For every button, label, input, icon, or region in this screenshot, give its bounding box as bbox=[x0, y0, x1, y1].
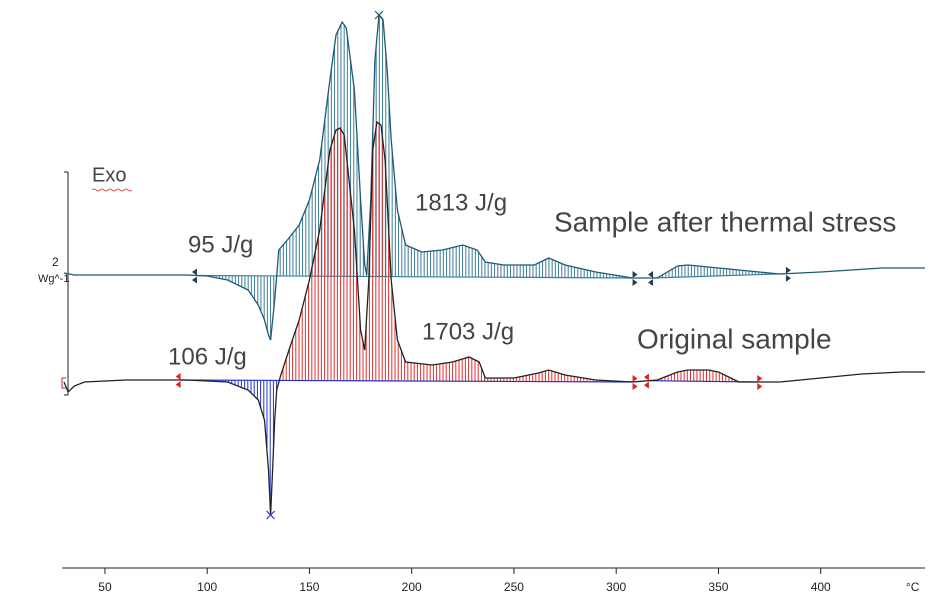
x-tick-label: 400 bbox=[811, 580, 831, 594]
x-tick-label: 350 bbox=[708, 580, 728, 594]
x-tick-label: 150 bbox=[299, 580, 319, 594]
limit-marker bbox=[643, 373, 649, 389]
x-tick-label: 200 bbox=[402, 580, 422, 594]
peak-marker bbox=[374, 10, 384, 20]
integration-baseline bbox=[196, 274, 633, 279]
integration-baseline bbox=[652, 273, 786, 279]
limit-marker bbox=[175, 373, 181, 388]
series-label: Original sample bbox=[637, 323, 832, 354]
limit-marker bbox=[632, 375, 638, 390]
energy-annotation: 106 J/g bbox=[168, 343, 247, 370]
curve bbox=[63, 13, 925, 341]
limit-marker bbox=[191, 268, 197, 284]
y-scale-label: 2 bbox=[52, 255, 59, 269]
limit-marker bbox=[757, 375, 763, 390]
spell-underline bbox=[91, 188, 133, 192]
limit-marker bbox=[785, 266, 791, 282]
x-tick-label: 300 bbox=[606, 580, 626, 594]
x-tick-label: 100 bbox=[197, 580, 217, 594]
energy-annotation: 95 J/g bbox=[188, 231, 253, 258]
integration-baseline bbox=[180, 379, 633, 383]
x-tick-label: 50 bbox=[98, 580, 112, 594]
exo-label: Exo bbox=[92, 164, 126, 186]
y-axis-label: Wg^-1 bbox=[38, 273, 69, 285]
energy-annotation: 1703 J/g bbox=[422, 318, 514, 345]
limit-marker bbox=[632, 271, 638, 286]
limit-marker bbox=[648, 271, 654, 286]
peak-marker bbox=[266, 510, 276, 520]
x-axis-label: °C bbox=[906, 580, 920, 594]
red-bracket bbox=[61, 377, 66, 389]
curve bbox=[63, 120, 925, 516]
energy-annotation: 1813 J/g bbox=[415, 189, 507, 216]
series-label: Sample after thermal stress bbox=[554, 206, 896, 237]
x-tick-label: 250 bbox=[504, 580, 524, 594]
